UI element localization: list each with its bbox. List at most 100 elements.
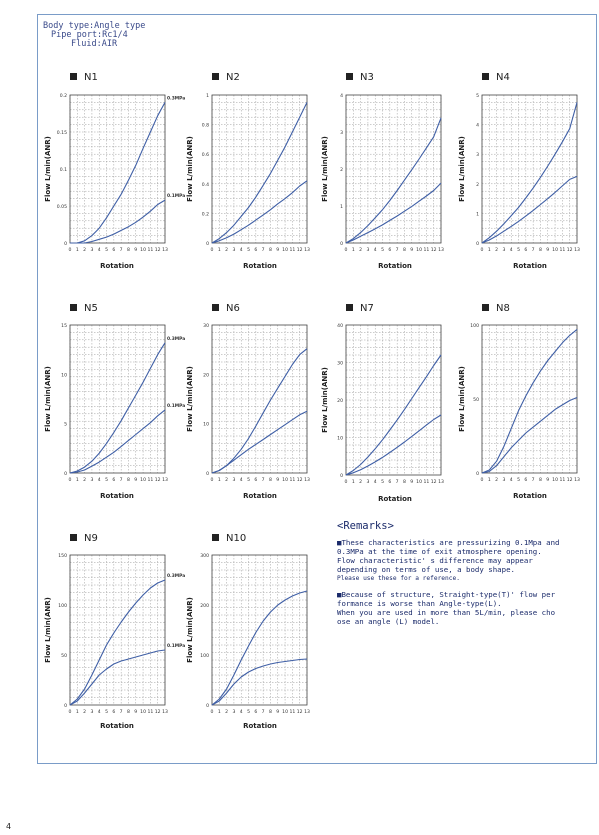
remark-line: ose an angle (L) model. <box>337 617 440 626</box>
y-tick-label: 200 <box>200 603 209 609</box>
x-tick-label: 8 <box>539 247 542 253</box>
x-tick-label: 9 <box>546 477 549 483</box>
plot-frame <box>481 324 578 474</box>
plot-frame <box>211 554 308 706</box>
x-tick-label: 11 <box>289 709 295 715</box>
x-axis-label: Rotation <box>243 492 277 500</box>
y-tick-label: 0.15 <box>57 130 67 136</box>
y-axis-label: Flow L/min(ANR) <box>44 597 52 663</box>
x-tick-label: 1 <box>218 477 221 483</box>
series-line <box>345 354 442 476</box>
y-axis-label: Flow L/min(ANR) <box>186 366 194 432</box>
y-tick-label: 0 <box>206 703 209 709</box>
y-axis-label: Flow L/min(ANR) <box>458 136 466 202</box>
chart-title-text: N5 <box>84 303 98 314</box>
y-tick-label: 150 <box>58 553 67 559</box>
y-tick-label: 0 <box>64 241 67 247</box>
x-tick-label: 9 <box>410 479 413 485</box>
x-tick-label: 2 <box>83 477 86 483</box>
x-tick-label: 11 <box>147 247 153 253</box>
x-tick-label: 12 <box>297 477 303 483</box>
x-tick-label: 0 <box>211 247 214 253</box>
x-tick-label: 0 <box>481 247 484 253</box>
x-tick-label: 13 <box>304 247 310 253</box>
x-tick-label: 2 <box>495 477 498 483</box>
x-tick-label: 0 <box>481 477 484 483</box>
chart-title: N5 <box>70 303 98 314</box>
x-tick-label: 7 <box>532 247 535 253</box>
chart-title-text: N8 <box>496 303 510 314</box>
x-tick-label: 6 <box>254 477 257 483</box>
x-tick-label: 1 <box>76 477 79 483</box>
series-line <box>211 410 308 474</box>
y-tick-label: 0.2 <box>202 211 209 217</box>
x-tick-label: 0 <box>69 709 72 715</box>
x-tick-label: 1 <box>488 477 491 483</box>
x-tick-label: 10 <box>140 247 146 253</box>
x-tick-label: 1 <box>76 709 79 715</box>
x-tick-label: 13 <box>438 479 444 485</box>
series-line <box>345 182 442 244</box>
y-tick-label: 100 <box>58 603 67 609</box>
y-tick-label: 5 <box>476 93 479 99</box>
x-tick-label: 7 <box>120 247 123 253</box>
x-tick-label: 4 <box>240 247 243 253</box>
remark-line: formance is worse than Angle-type(L). <box>337 599 502 608</box>
y-tick-label: 100 <box>200 653 209 659</box>
y-tick-label: 0 <box>340 473 343 479</box>
x-tick-label: 12 <box>297 247 303 253</box>
plot-frame <box>481 94 578 244</box>
x-tick-label: 1 <box>76 247 79 253</box>
y-tick-label: 0.4 <box>202 182 209 188</box>
x-tick-label: 8 <box>403 479 406 485</box>
x-tick-label: 10 <box>552 247 558 253</box>
x-tick-label: 8 <box>269 477 272 483</box>
chart-title: N1 <box>70 72 98 83</box>
x-tick-label: 10 <box>416 247 422 253</box>
remark-item: ■Because of structure, Straight-type(T)'… <box>337 590 582 626</box>
x-tick-label: 6 <box>524 477 527 483</box>
y-tick-label: 2 <box>476 182 479 188</box>
page-frame <box>37 14 597 764</box>
y-tick-label: 15 <box>61 323 67 329</box>
x-tick-label: 12 <box>567 247 573 253</box>
x-tick-label: 13 <box>304 477 310 483</box>
plot-frame <box>69 324 166 474</box>
y-axis-label: Flow L/min(ANR) <box>321 367 329 433</box>
x-tick-label: 7 <box>396 479 399 485</box>
x-tick-label: 13 <box>574 477 580 483</box>
x-tick-label: 9 <box>276 709 279 715</box>
x-tick-label: 1 <box>488 247 491 253</box>
remark-line: Please use these for a reference. <box>337 575 460 582</box>
x-tick-label: 6 <box>112 709 115 715</box>
x-tick-label: 3 <box>366 479 369 485</box>
plot-frame <box>211 94 308 244</box>
series-label: 0.1MPa <box>167 193 185 199</box>
title-bullet <box>212 304 219 311</box>
series-line <box>69 579 166 706</box>
x-tick-label: 2 <box>225 709 228 715</box>
y-tick-label: 4 <box>476 123 479 129</box>
chart-title-text: N3 <box>360 72 374 83</box>
x-tick-label: 9 <box>276 247 279 253</box>
x-tick-label: 9 <box>134 709 137 715</box>
x-axis-label: Rotation <box>243 722 277 730</box>
x-tick-label: 4 <box>510 477 513 483</box>
series-line <box>211 348 308 474</box>
x-tick-label: 9 <box>410 247 413 253</box>
chart-title: N4 <box>482 72 510 83</box>
chart-title: N8 <box>482 303 510 314</box>
x-axis-label: Rotation <box>378 262 412 270</box>
x-tick-label: 7 <box>120 709 123 715</box>
x-tick-label: 0 <box>69 477 72 483</box>
x-tick-label: 13 <box>574 247 580 253</box>
remarks-block: <Remarks> ■These characteristics are pre… <box>337 520 582 633</box>
x-tick-label: 5 <box>247 709 250 715</box>
y-tick-label: 0 <box>206 471 209 477</box>
x-tick-label: 3 <box>502 247 505 253</box>
x-tick-label: 3 <box>90 477 93 483</box>
series-label: 0.3MPa <box>167 573 185 579</box>
page-number: 4 <box>6 822 12 831</box>
